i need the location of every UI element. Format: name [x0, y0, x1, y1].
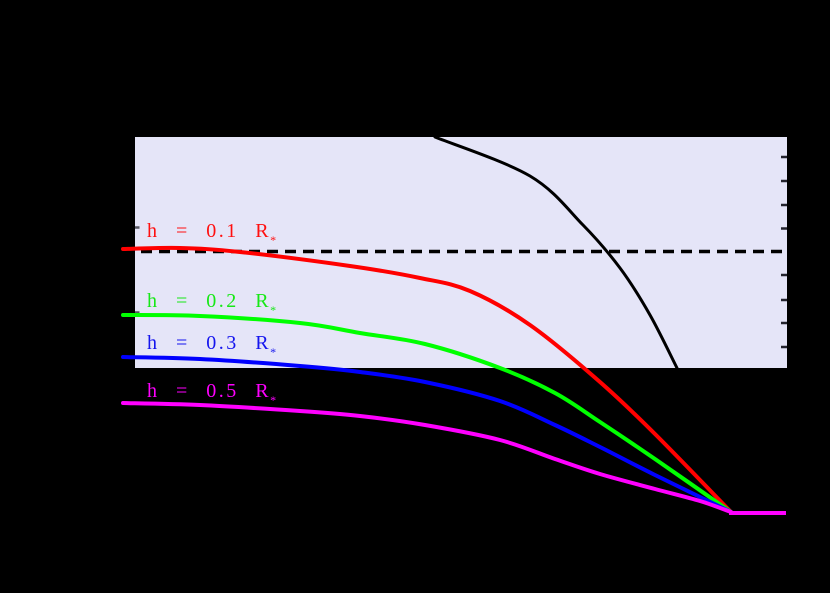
right-axis-tick — [781, 298, 787, 302]
right-axis-tick — [781, 227, 787, 230]
subscript-asterisk: * — [270, 345, 277, 359]
curve-label-text: h = 0.2 R — [147, 290, 272, 312]
right-axis-tick — [781, 345, 787, 349]
curve-h-0.3-Rstar — [121, 355, 733, 514]
subscript-asterisk: * — [270, 303, 277, 317]
curve-h-0.5-Rstar — [121, 401, 733, 514]
subscript-asterisk: * — [270, 233, 277, 247]
curve-h-0.2-Rstar — [121, 313, 733, 514]
right-axis-tick — [781, 273, 787, 277]
curve-label-text: h = 0.5 R — [147, 380, 272, 402]
curve-label-h-0.5: h = 0.5 R* — [147, 380, 277, 407]
left-axis-tick — [135, 226, 140, 229]
curve-label-text: h = 0.1 R — [147, 220, 272, 242]
curve-label-h-0.2: h = 0.2 R* — [147, 290, 277, 317]
right-axis-tick — [781, 179, 787, 183]
right-axis-tick — [781, 155, 787, 159]
curve-no-disk-black — [433, 135, 679, 370]
right-axis-tick — [781, 321, 787, 325]
curve-label-h-0.1: h = 0.1 R* — [147, 220, 277, 247]
curve-label-h-0.3: h = 0.3 R* — [147, 332, 277, 359]
subscript-asterisk: * — [270, 393, 277, 407]
right-axis-tick — [781, 203, 787, 207]
left-axis-tick — [135, 311, 140, 314]
curve-h-0.1-Rstar — [121, 245, 733, 514]
curve-label-text: h = 0.3 R — [147, 332, 272, 354]
